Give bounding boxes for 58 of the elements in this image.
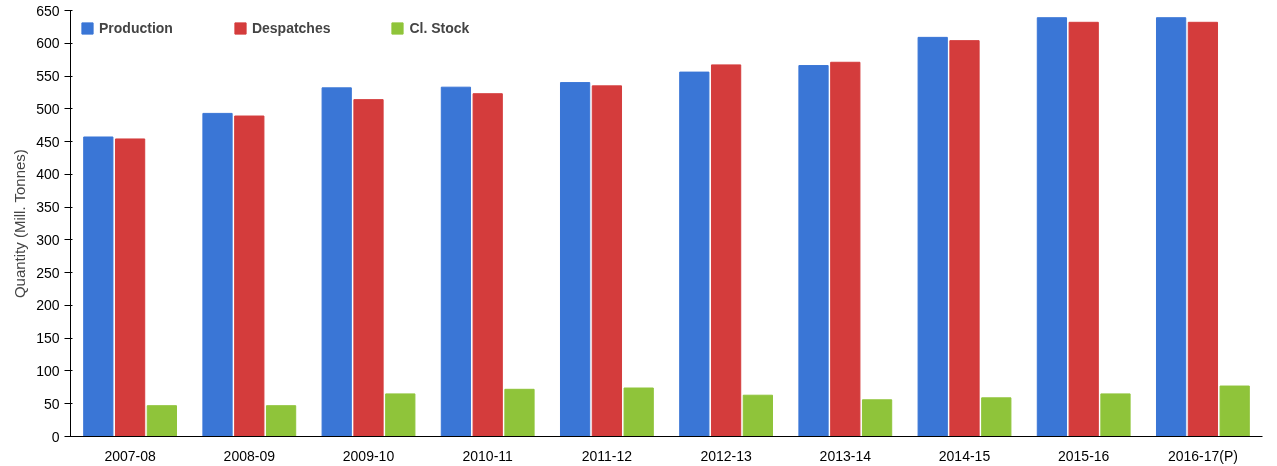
bar <box>202 112 233 437</box>
y-tick-label: 350 <box>36 199 60 216</box>
bar <box>1155 17 1187 437</box>
bar <box>472 93 503 437</box>
y-tick-label: 200 <box>36 297 60 314</box>
y-tick-label: 450 <box>36 133 60 150</box>
y-tick-label: 300 <box>36 231 60 248</box>
bar <box>742 394 774 437</box>
y-tick-label: 50 <box>43 395 60 412</box>
legend-label: Despatches <box>251 20 331 36</box>
bar <box>798 65 829 437</box>
bar <box>504 388 535 437</box>
y-tick-label: 150 <box>36 330 60 347</box>
bar <box>679 71 710 437</box>
x-tick-label: 2012-13 <box>700 447 752 464</box>
bar <box>353 99 384 437</box>
y-tick-label: 400 <box>36 166 60 183</box>
y-tick-label: 650 <box>36 2 60 19</box>
legend-label: Production <box>99 20 173 36</box>
bar <box>559 82 591 437</box>
x-tick-label: 2013-14 <box>819 447 872 464</box>
bar <box>1068 21 1099 437</box>
bar <box>981 397 1012 437</box>
bar <box>949 40 980 437</box>
bar <box>1036 17 1068 437</box>
bar <box>1187 21 1219 437</box>
x-tick-label: 2015-16 <box>1058 447 1110 464</box>
bar <box>83 136 114 437</box>
bar <box>591 85 623 437</box>
bar <box>1100 393 1131 437</box>
y-tick-label: 500 <box>36 100 60 117</box>
x-tick-label: 2014-15 <box>938 447 991 464</box>
y-tick-label: 100 <box>36 362 60 379</box>
y-tick-label: 250 <box>36 264 60 281</box>
bar <box>114 138 146 437</box>
y-axis-title: Quantity (Mill. Tonnes) <box>11 149 29 299</box>
y-tick-label: 600 <box>36 35 60 52</box>
y-tick-label: 0 <box>51 428 60 445</box>
bar <box>830 61 861 437</box>
bar <box>710 64 742 437</box>
legend-label: Cl. Stock <box>409 20 470 36</box>
bar <box>265 405 297 437</box>
x-tick-label: 2007-08 <box>104 447 156 464</box>
bar <box>440 86 472 437</box>
bar <box>146 405 178 437</box>
x-tick-label: 2008-09 <box>223 447 276 464</box>
x-tick-label: 2009-10 <box>342 447 395 464</box>
bar <box>385 393 416 437</box>
bar <box>321 87 352 437</box>
y-tick-label: 550 <box>36 68 60 85</box>
x-tick-label: 2010-11 <box>462 447 514 464</box>
x-tick-label: 2011-12 <box>581 447 633 464</box>
bar <box>1219 385 1250 437</box>
bar <box>234 115 265 437</box>
x-tick-label: 2016-17(P) <box>1167 447 1238 464</box>
bar <box>917 36 948 437</box>
bar <box>623 387 654 437</box>
bar <box>861 399 893 437</box>
